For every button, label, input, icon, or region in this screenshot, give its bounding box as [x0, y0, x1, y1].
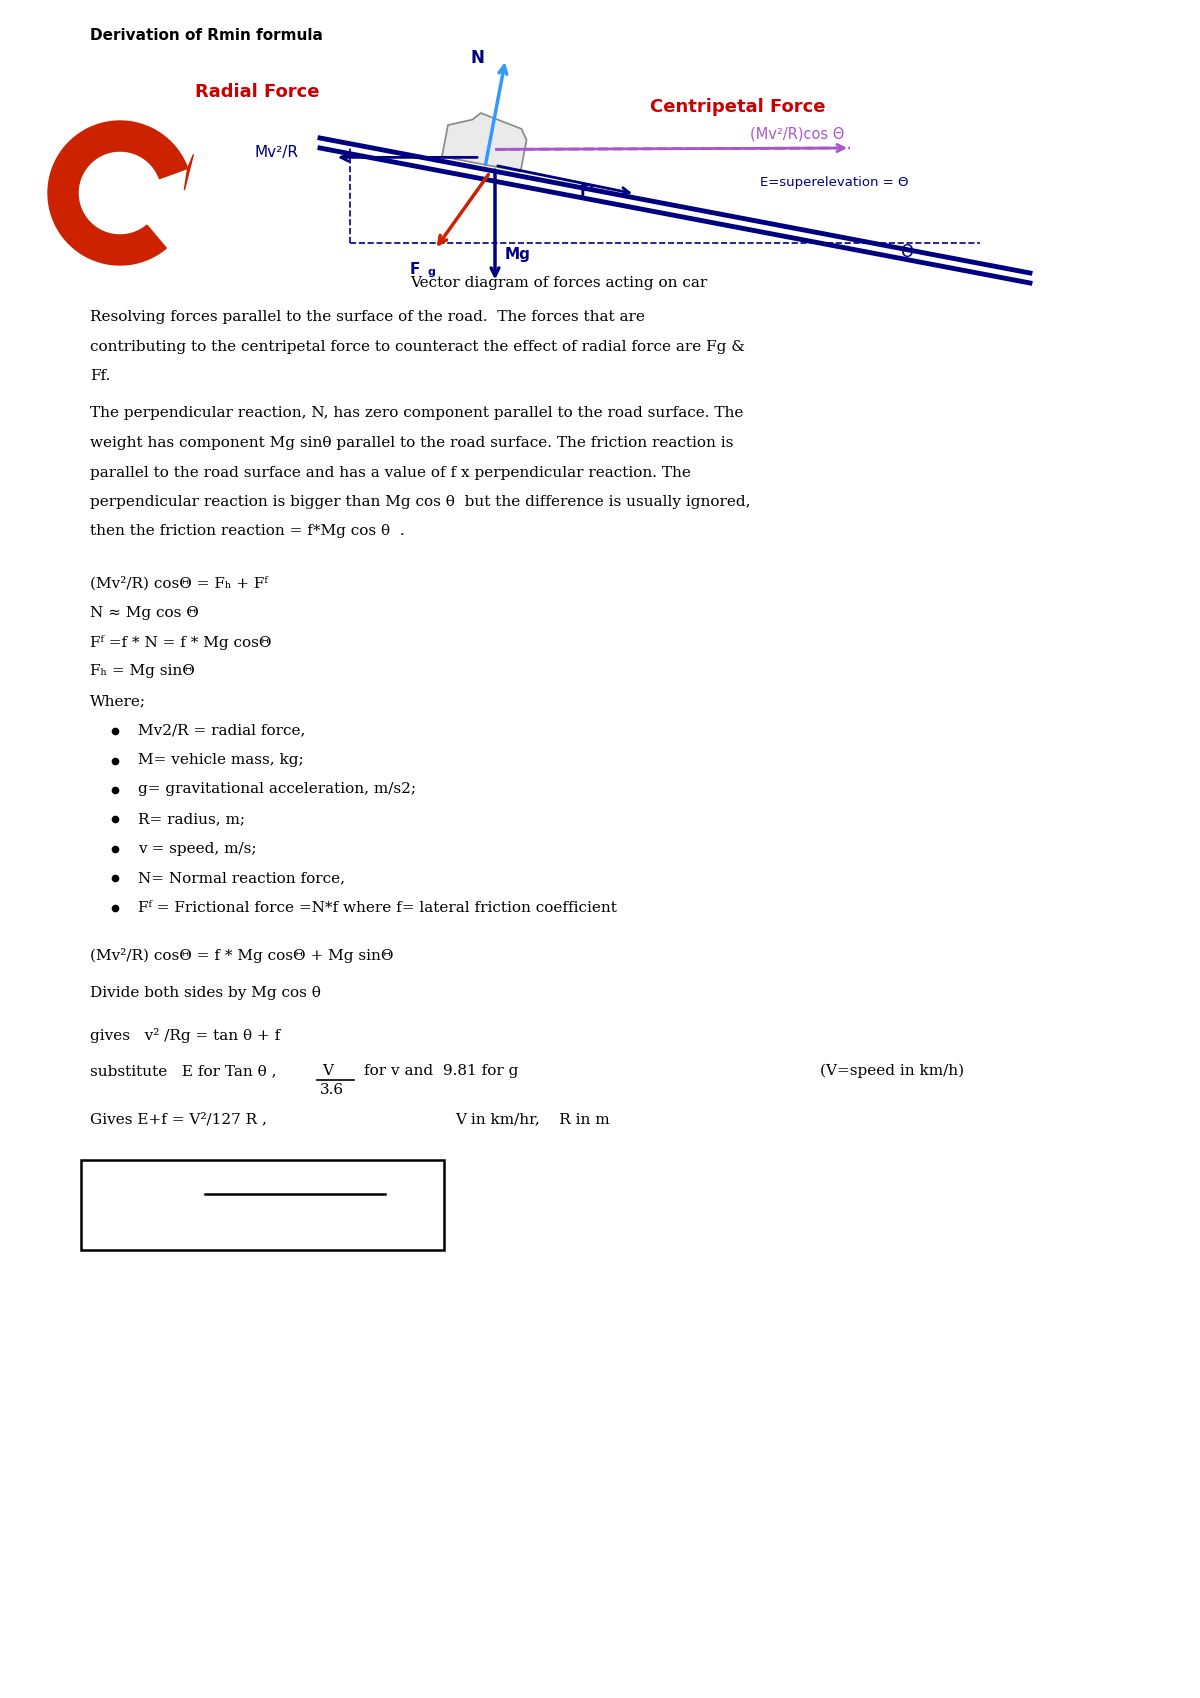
Text: V in km/hr,    R in m: V in km/hr, R in m: [455, 1112, 610, 1126]
Text: R: R: [97, 1170, 109, 1187]
Text: Radial Force: Radial Force: [194, 83, 319, 100]
Text: gives   v² /Rg = tan θ + f: gives v² /Rg = tan θ + f: [90, 1027, 281, 1043]
Text: Where;: Where;: [90, 694, 146, 708]
Polygon shape: [185, 155, 193, 190]
Text: Fᶠ: Fᶠ: [580, 183, 596, 199]
Text: g= gravitational acceleration, m/s2;: g= gravitational acceleration, m/s2;: [138, 783, 416, 796]
Text: Fᶠ = Frictional force =N*f where f= lateral friction coefficient: Fᶠ = Frictional force =N*f where f= late…: [138, 900, 617, 915]
Text: Mv²/R: Mv²/R: [254, 146, 299, 160]
Text: v = speed, m/s;: v = speed, m/s;: [138, 842, 257, 856]
Text: Fᶠ =f * N = f * Mg cosΘ: Fᶠ =f * N = f * Mg cosΘ: [90, 635, 271, 650]
Text: (Mv²/R) cosΘ = Fₕ + Fᶠ: (Mv²/R) cosΘ = Fₕ + Fᶠ: [90, 576, 268, 591]
Text: Fₕ = Mg sinΘ: Fₕ = Mg sinΘ: [90, 664, 194, 679]
Polygon shape: [48, 121, 187, 265]
Text: Mv2/R = radial force,: Mv2/R = radial force,: [138, 723, 305, 737]
Text: perpendicular reaction is bigger than Mg cos θ  but the difference is usually ig: perpendicular reaction is bigger than Mg…: [90, 496, 750, 509]
Text: N: N: [470, 49, 485, 68]
Text: Centripetal Force: Centripetal Force: [650, 98, 826, 115]
Text: Derivation of Rmin formula: Derivation of Rmin formula: [90, 27, 323, 42]
Text: weight has component Mg sinθ parallel to the road surface. The friction reaction: weight has component Mg sinθ parallel to…: [90, 436, 733, 450]
Text: Mg: Mg: [505, 248, 530, 263]
Text: N ≈ Mg cos Θ: N ≈ Mg cos Θ: [90, 606, 199, 620]
Text: (V=speed in km/h): (V=speed in km/h): [820, 1065, 964, 1078]
Text: substitute   E for Tan θ ,: substitute E for Tan θ ,: [90, 1065, 276, 1078]
Text: 127 (E  + F): 127 (E + F): [205, 1221, 308, 1238]
Text: g: g: [428, 267, 436, 277]
Text: E=superelevation = Θ: E=superelevation = Θ: [760, 177, 908, 188]
Text: R= radius, m;: R= radius, m;: [138, 812, 245, 825]
Polygon shape: [442, 114, 527, 171]
Text: V: V: [322, 1065, 334, 1078]
Text: 3.6: 3.6: [320, 1083, 344, 1097]
Text: for v and  9.81 for g: for v and 9.81 for g: [364, 1065, 518, 1078]
Text: then the friction reaction = f*Mg cos θ  .: then the friction reaction = f*Mg cos θ …: [90, 525, 404, 538]
Text: N= Normal reaction force,: N= Normal reaction force,: [138, 871, 346, 885]
Text: Divide both sides by Mg cos θ: Divide both sides by Mg cos θ: [90, 987, 320, 1000]
Text: F: F: [410, 263, 420, 277]
Text: =: =: [152, 1170, 166, 1187]
Text: Resolving forces parallel to the surface of the road.  The forces that are: Resolving forces parallel to the surface…: [90, 311, 644, 324]
Text: Vector diagram of forces acting on car: Vector diagram of forces acting on car: [410, 277, 707, 290]
Text: Ff.: Ff.: [90, 368, 110, 384]
Text: contributing to the centripetal force to counteract the effect of radial force a: contributing to the centripetal force to…: [90, 340, 745, 353]
Text: V²: V²: [215, 1170, 234, 1187]
Text: min: min: [116, 1173, 139, 1187]
Text: parallel to the road surface and has a value of f x perpendicular reaction. The: parallel to the road surface and has a v…: [90, 465, 691, 479]
Text: M= vehicle mass, kg;: M= vehicle mass, kg;: [138, 752, 304, 767]
Text: Gives E+f = V²/127 R ,: Gives E+f = V²/127 R ,: [90, 1112, 266, 1126]
Text: The perpendicular reaction, N, has zero component parallel to the road surface. : The perpendicular reaction, N, has zero …: [90, 406, 743, 421]
Text: (Mv²/R)cos Θ: (Mv²/R)cos Θ: [750, 126, 845, 141]
Text: Θ: Θ: [900, 243, 913, 261]
Text: (Mv²/R) cosΘ = f * Mg cosΘ + Mg sinΘ: (Mv²/R) cosΘ = f * Mg cosΘ + Mg sinΘ: [90, 947, 394, 963]
FancyBboxPatch shape: [82, 1160, 444, 1250]
